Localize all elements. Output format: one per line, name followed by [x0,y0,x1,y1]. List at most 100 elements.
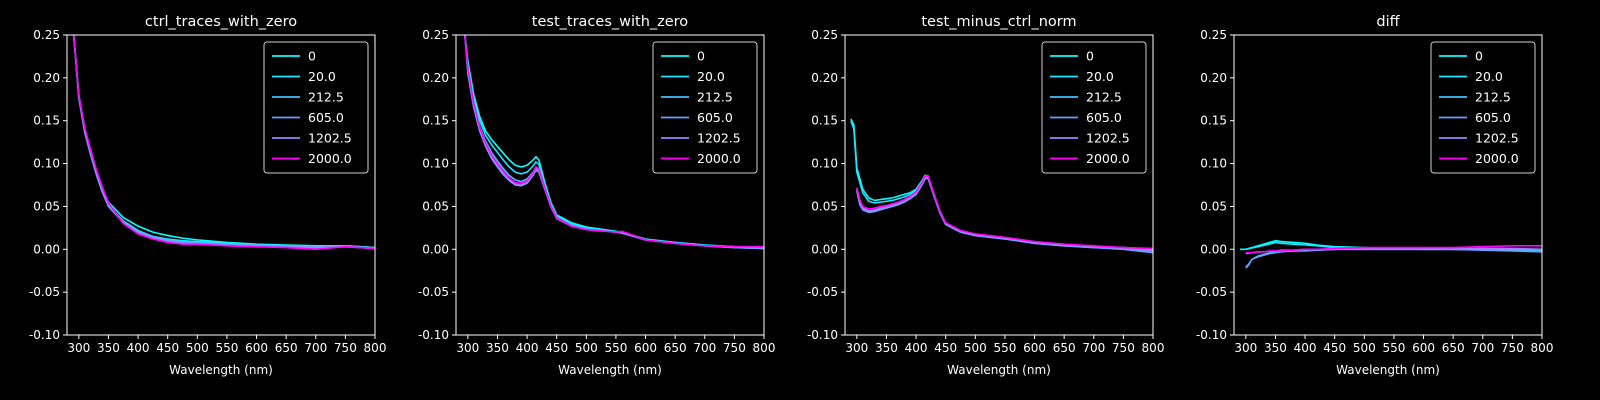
legend-label: 20.0 [697,69,725,84]
series-line-2000-0 [464,35,764,248]
legend-entry: 212.5 [1050,90,1122,105]
y-tick-label: 0.00 [811,242,838,256]
x-axis-label: Wavelength (nm) [947,363,1051,377]
y-tick-label: 0.05 [33,199,60,213]
legend-label: 20.0 [1475,69,1503,84]
legend-label: 0 [697,49,705,64]
x-tick-label: 350 [875,341,898,355]
legend-label: 212.5 [308,90,344,105]
y-tick-label: 0.00 [33,242,60,256]
y-tick-label: -0.10 [807,328,838,342]
axes-frame [66,34,376,336]
y-tick-label: 0.05 [422,199,449,213]
x-tick-label: 800 [753,341,776,355]
y-tick-label: -0.05 [807,285,838,299]
y-tick-label: 0.20 [1200,71,1227,85]
legend-label: 20.0 [1086,69,1114,84]
legend-label: 0 [1475,49,1483,64]
series-line-2000-0 [72,35,375,251]
y-tick-label: 0.05 [1200,199,1227,213]
series-lines [464,35,764,250]
legend-label: 1202.5 [1475,131,1519,146]
series-lines [72,35,375,251]
series-line-605-0 [1245,248,1542,268]
subplot-4: 300 350 400 450 500 550 600 650 700 750 800 -0.10 -0… [1196,14,1554,377]
x-tick-label: 750 [723,341,746,355]
legend-label: 605.0 [1086,110,1122,125]
y-tick-label: -0.05 [29,285,60,299]
y-tick-label: 0.10 [33,157,60,171]
x-tick-label: 550 [993,341,1016,355]
x-tick-label: 450 [1323,341,1346,355]
legend-entry: 1202.5 [661,131,741,146]
legend-entry: 1202.5 [272,131,352,146]
y-tick-label: 0.05 [811,199,838,213]
subplot-1: 300 350 400 450 500 550 600 650 700 750 800 -0.10 -0… [29,14,387,377]
x-tick-label: 550 [215,341,238,355]
legend-entry: 0 [272,49,316,64]
y-tick-label: 0.25 [811,28,838,42]
legend-label: 1202.5 [308,131,352,146]
y-tick-label: 0.15 [1200,114,1227,128]
legend-frame [1430,41,1536,174]
series-line-2000-0 [856,174,1153,250]
legend-label: 1202.5 [697,131,741,146]
x-tick-label: 750 [334,341,357,355]
x-tick-label: 600 [1412,341,1435,355]
x-tick-label: 600 [245,341,268,355]
y-tick-label: 0.25 [33,28,60,42]
series-line-2000-0 [1245,245,1542,254]
x-tick-label: 750 [1112,341,1135,355]
y-tick-label: 0.00 [422,242,449,256]
chart-title: test_traces_with_zero [532,14,689,30]
y-tick-label: 0.00 [1200,242,1227,256]
x-tick-label: 300 [845,341,868,355]
legend-label: 605.0 [1475,110,1511,125]
x-tick-label: 450 [545,341,568,355]
legend-entry: 20.0 [1439,69,1503,84]
x-tick-label: 550 [1382,341,1405,355]
x-tick-label: 800 [1142,341,1165,355]
legend-entry: 212.5 [272,90,344,105]
x-tick-label: 300 [67,341,90,355]
legend-entry: 2000.0 [1050,151,1130,166]
legend-entry: 1202.5 [1439,131,1519,146]
legend-entry: 2000.0 [272,151,352,166]
x-axis-label: Wavelength (nm) [558,363,662,377]
legend-label: 0 [1086,49,1094,64]
x-tick-label: 700 [304,341,327,355]
series-lines [1239,239,1542,269]
x-axis-label: Wavelength (nm) [1336,363,1440,377]
x-tick-label: 350 [97,341,120,355]
subplot-3: 300 350 400 450 500 550 600 650 700 750 800 -0.10 -0… [807,14,1165,377]
legend-entry: 605.0 [1439,110,1511,125]
x-tick-label: 800 [1531,341,1554,355]
x-tick-label: 400 [127,341,150,355]
x-tick-label: 500 [186,341,209,355]
chart-title: diff [1376,14,1400,30]
y-tick-label: 0.20 [811,71,838,85]
y-tick-label: 0.15 [33,114,60,128]
y-tick-label: -0.10 [418,328,449,342]
x-tick-label: 600 [634,341,657,355]
legend-entry: 2000.0 [661,151,741,166]
legend: 0 20.0 212.5 605.0 1202.5 2000.0 [652,41,758,174]
x-tick-label: 650 [1442,341,1465,355]
legend-entry: 1202.5 [1050,131,1130,146]
legend-label: 2000.0 [697,151,741,166]
legend-entry: 20.0 [1050,69,1114,84]
y-tick-label: 0.15 [811,114,838,128]
legend: 0 20.0 212.5 605.0 1202.5 2000.0 [263,41,369,174]
legend-entry: 605.0 [272,110,344,125]
legend-frame [263,41,369,174]
legend-label: 20.0 [308,69,336,84]
y-tick-label: 0.20 [33,71,60,85]
x-tick-label: 650 [664,341,687,355]
legend-label: 212.5 [697,90,733,105]
y-tick-label: 0.10 [422,157,449,171]
x-tick-label: 650 [1053,341,1076,355]
x-tick-label: 500 [575,341,598,355]
legend-entry: 0 [1050,49,1094,64]
